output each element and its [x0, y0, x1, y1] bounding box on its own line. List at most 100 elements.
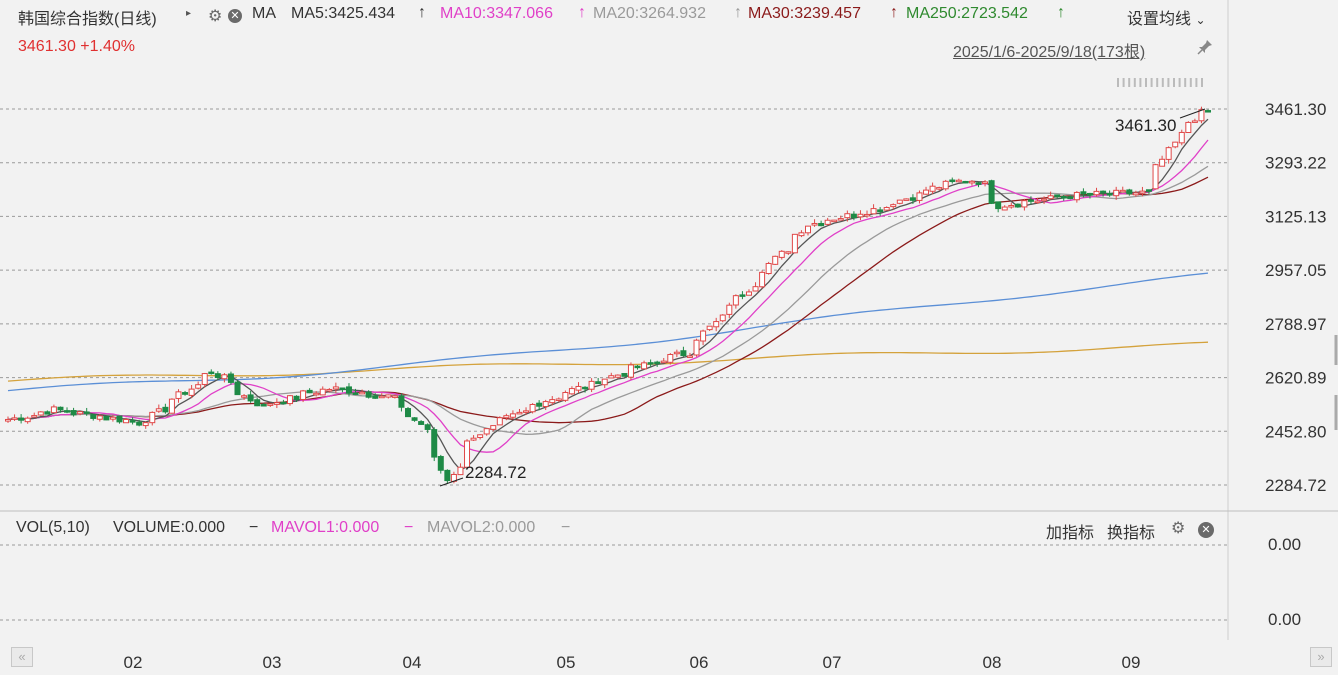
add-indicator-button[interactable]: 加指标 [1046, 525, 1095, 542]
close-icon[interactable]: ✕ [228, 6, 242, 24]
candle-body [634, 365, 641, 369]
candle [942, 179, 949, 191]
candle-body [916, 192, 923, 201]
candle-body [129, 420, 136, 423]
candle [949, 177, 956, 184]
candle [168, 398, 175, 414]
play-triangle-icon[interactable]: ▸ [186, 8, 192, 19]
candle [608, 372, 615, 379]
candle-body [109, 416, 116, 420]
gear-icon[interactable]: ⚙ [208, 8, 223, 25]
candle [995, 201, 1002, 213]
candle-body [83, 411, 90, 414]
candle [136, 419, 143, 427]
gear-icon[interactable]: ⚙ [1171, 520, 1186, 537]
x-tick-label: 05 [557, 653, 576, 672]
candle-body [562, 392, 569, 401]
candle-body [1172, 141, 1179, 148]
candle [923, 186, 930, 195]
pin-icon[interactable] [1196, 38, 1214, 61]
candle [732, 294, 739, 309]
candle [1073, 191, 1080, 203]
candle [1093, 187, 1100, 197]
switch-indicator-button[interactable]: 换指标 [1107, 525, 1156, 542]
candle [890, 203, 897, 210]
candle-body [24, 417, 31, 423]
candle-body [1008, 205, 1015, 208]
candle [352, 388, 359, 395]
close-icon[interactable]: ✕ [1198, 520, 1214, 538]
candle-body [890, 204, 897, 208]
candle-body [791, 233, 798, 254]
candle [962, 180, 969, 184]
candle-body [470, 437, 477, 441]
candle [877, 207, 884, 217]
x-tick-label: 04 [403, 653, 422, 672]
candle [680, 346, 687, 357]
candle [772, 255, 779, 265]
ma250-up-arrow-icon: ↑ [1057, 4, 1065, 21]
candle [1145, 189, 1152, 195]
ma30-value: MA30:3239.457 [748, 5, 861, 22]
candle [1198, 106, 1205, 124]
date-range[interactable]: 2025/1/6-2025/9/18(173根) [953, 44, 1146, 61]
max-price-arrow [1179, 108, 1206, 119]
candle [903, 198, 910, 201]
scroll-right-icon[interactable]: » [1310, 647, 1332, 667]
candle-body [280, 401, 287, 405]
candle-body [700, 330, 707, 342]
candle-body [1106, 193, 1113, 196]
candle [693, 338, 700, 357]
candle-body [608, 375, 615, 379]
candle-body [464, 440, 471, 468]
candle [850, 211, 857, 221]
candle-body [1041, 198, 1048, 202]
settings-ma-button[interactable]: 设置均线 ⌄ [1127, 5, 1206, 29]
mavol1-value: MAVOL1:0.000 [271, 519, 380, 536]
candle-body [732, 295, 739, 306]
candle-body [778, 250, 785, 258]
candle [155, 404, 162, 413]
candle [1008, 202, 1015, 209]
candle-body [57, 406, 64, 411]
candle-body [37, 411, 44, 416]
candle-body [168, 398, 175, 414]
candle [634, 365, 641, 370]
candle [719, 314, 726, 323]
candle [103, 415, 110, 421]
candle [700, 329, 707, 346]
ma5-line [7, 118, 1209, 471]
candle [818, 220, 825, 227]
candle-body [372, 395, 379, 399]
candle [326, 388, 333, 393]
candle [647, 359, 654, 367]
candle-body [726, 304, 733, 315]
candle-body [536, 402, 543, 407]
candle-body [221, 374, 228, 380]
candle-body [11, 417, 18, 420]
candle [759, 270, 766, 289]
candle-body [1073, 191, 1080, 201]
candle-body [227, 373, 234, 383]
candle-body [90, 414, 97, 419]
candle-body [896, 199, 903, 204]
candle-body [883, 207, 890, 211]
candle [745, 289, 752, 296]
candle [372, 393, 379, 399]
volume-axis-top: 0.00 [1268, 535, 1302, 554]
candle [536, 400, 543, 411]
candle-body [1001, 206, 1008, 211]
scroll-left-icon[interactable]: « [11, 647, 33, 667]
candle-body [673, 351, 680, 355]
candle [477, 434, 484, 440]
candle-body [1165, 147, 1172, 160]
candle-body [706, 325, 713, 331]
ma10-up-arrow-icon: ↑ [578, 4, 586, 21]
price-grid [0, 0, 1338, 640]
candle [765, 261, 772, 275]
candle [805, 225, 811, 236]
candle-body [18, 417, 25, 421]
candle [280, 399, 287, 405]
max-price-label: 3461.30 [1115, 116, 1176, 135]
